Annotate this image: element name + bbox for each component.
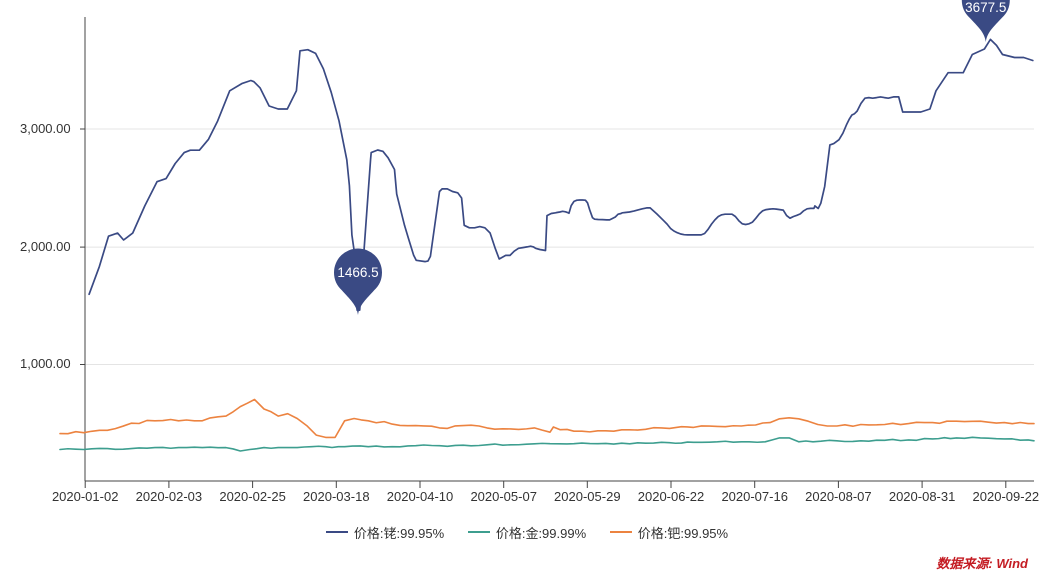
svg-text:3677.5: 3677.5 [965, 0, 1006, 15]
svg-text:1466.5: 1466.5 [337, 265, 378, 280]
